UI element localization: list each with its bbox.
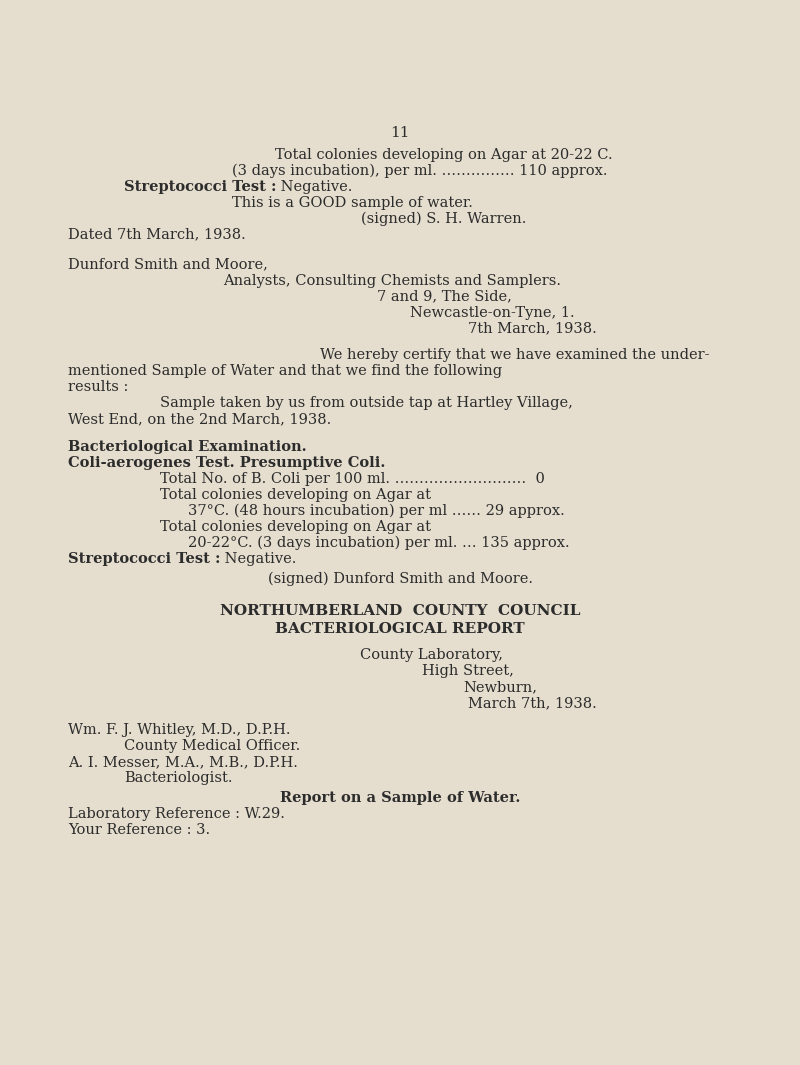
Text: Streptococci Test :: Streptococci Test : bbox=[124, 180, 277, 194]
Text: Newburn,: Newburn, bbox=[463, 681, 537, 694]
Text: Dated 7th March, 1938.: Dated 7th March, 1938. bbox=[68, 228, 246, 242]
Text: Negative.: Negative. bbox=[277, 180, 353, 194]
Text: Analysts, Consulting Chemists and Samplers.: Analysts, Consulting Chemists and Sample… bbox=[223, 274, 561, 288]
Text: 7th March, 1938.: 7th March, 1938. bbox=[468, 322, 596, 335]
Text: Dunford Smith and Moore,: Dunford Smith and Moore, bbox=[68, 258, 268, 272]
Text: 20-22°C. (3 days incubation) per ml. … 135 approx.: 20-22°C. (3 days incubation) per ml. … 1… bbox=[188, 535, 570, 550]
Text: Report on a Sample of Water.: Report on a Sample of Water. bbox=[280, 791, 520, 805]
Text: Total colonies developing on Agar at: Total colonies developing on Agar at bbox=[160, 488, 431, 502]
Text: Sample taken by us from outside tap at Hartley Village,: Sample taken by us from outside tap at H… bbox=[160, 396, 573, 410]
Text: Total No. of B. Coli per 100 ml. ………………………  0: Total No. of B. Coli per 100 ml. …………………… bbox=[160, 472, 545, 486]
Text: March 7th, 1938.: March 7th, 1938. bbox=[468, 697, 596, 710]
Text: Streptococci Test :: Streptococci Test : bbox=[68, 552, 221, 566]
Text: Your Reference : 3.: Your Reference : 3. bbox=[68, 823, 210, 837]
Text: (signed) S. H. Warren.: (signed) S. H. Warren. bbox=[362, 211, 526, 226]
Text: County Medical Officer.: County Medical Officer. bbox=[124, 739, 300, 753]
Text: NORTHUMBERLAND  COUNTY  COUNCIL: NORTHUMBERLAND COUNTY COUNCIL bbox=[220, 604, 580, 618]
Text: Bacteriological Examination.: Bacteriological Examination. bbox=[68, 440, 306, 454]
Text: Wm. F. J. Whitley, M.D., D.P.H.: Wm. F. J. Whitley, M.D., D.P.H. bbox=[68, 723, 290, 737]
Text: Laboratory Reference : W.29.: Laboratory Reference : W.29. bbox=[68, 807, 285, 821]
Text: County Laboratory,: County Laboratory, bbox=[361, 649, 503, 662]
Text: This is a GOOD sample of water.: This is a GOOD sample of water. bbox=[231, 196, 473, 210]
Text: Total colonies developing on Agar at: Total colonies developing on Agar at bbox=[160, 520, 431, 534]
Text: 11: 11 bbox=[390, 126, 410, 140]
Text: 7 and 9, The Side,: 7 and 9, The Side, bbox=[377, 290, 511, 304]
Text: (3 days incubation), per ml. …………… 110 approx.: (3 days incubation), per ml. …………… 110 a… bbox=[232, 163, 608, 178]
Text: Bacteriologist.: Bacteriologist. bbox=[124, 771, 233, 785]
Text: West End, on the 2nd March, 1938.: West End, on the 2nd March, 1938. bbox=[68, 412, 331, 426]
Text: (signed) Dunford Smith and Moore.: (signed) Dunford Smith and Moore. bbox=[267, 571, 533, 586]
Text: 37°C. (48 hours incubation) per ml …… 29 approx.: 37°C. (48 hours incubation) per ml …… 29… bbox=[188, 503, 565, 518]
Text: High Street,: High Street, bbox=[422, 665, 514, 678]
Text: We hereby certify that we have examined the under-: We hereby certify that we have examined … bbox=[320, 348, 710, 362]
Text: BACTERIOLOGICAL REPORT: BACTERIOLOGICAL REPORT bbox=[275, 622, 525, 636]
Text: mentioned Sample of Water and that we find the following: mentioned Sample of Water and that we fi… bbox=[68, 364, 502, 378]
Text: Total colonies developing on Agar at 20-22 C.: Total colonies developing on Agar at 20-… bbox=[275, 148, 613, 162]
Text: Negative.: Negative. bbox=[221, 552, 297, 566]
Text: Coli-aerogenes Test. Presumptive Coli.: Coli-aerogenes Test. Presumptive Coli. bbox=[68, 456, 386, 470]
Text: Newcastle-on-Tyne, 1.: Newcastle-on-Tyne, 1. bbox=[410, 306, 574, 320]
Text: A. I. Messer, M.A., M.B., D.P.H.: A. I. Messer, M.A., M.B., D.P.H. bbox=[68, 755, 298, 769]
Text: results :: results : bbox=[68, 380, 128, 394]
